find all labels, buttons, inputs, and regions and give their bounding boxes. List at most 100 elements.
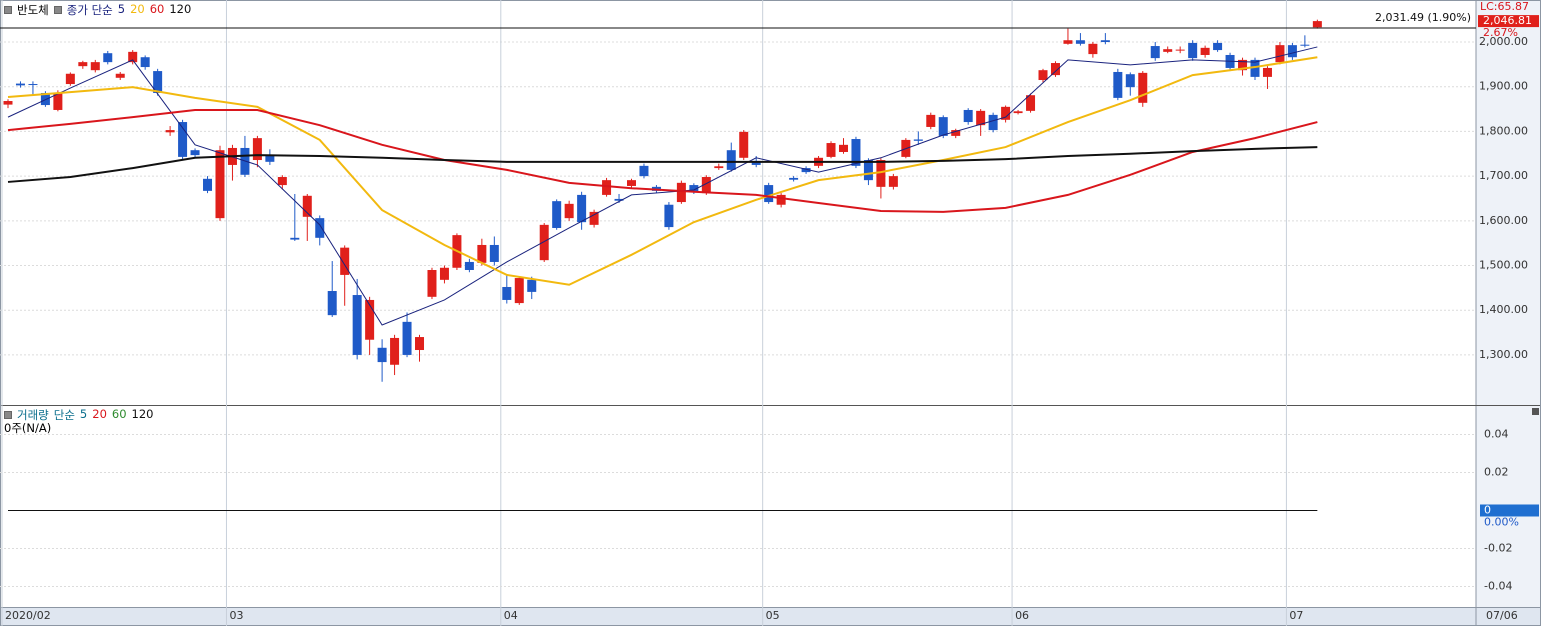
candle-body bbox=[402, 321, 412, 355]
last-price-label: 2,046.81 bbox=[1483, 14, 1532, 27]
candle-body bbox=[539, 224, 549, 261]
y-tick-label: 1,500.00 bbox=[1479, 259, 1528, 272]
candle-body bbox=[153, 71, 163, 93]
candle-body bbox=[701, 177, 711, 194]
x-tick-label: 05 bbox=[766, 609, 780, 622]
volume-legend: 거래량 단순 5 20 60 120 bbox=[4, 407, 153, 423]
y-tick-label: 0.04 bbox=[1484, 427, 1509, 440]
candle-body bbox=[963, 109, 973, 123]
change-label: 2.67% bbox=[1483, 26, 1518, 39]
candle-body bbox=[1113, 71, 1123, 98]
candle-body bbox=[90, 62, 100, 71]
candle-body bbox=[714, 166, 724, 169]
x-tick-label: 04 bbox=[504, 609, 518, 622]
candle-body bbox=[726, 150, 736, 170]
candle-body bbox=[851, 139, 861, 166]
candle-body bbox=[78, 62, 88, 67]
y-tick-label: 1,700.00 bbox=[1479, 169, 1528, 182]
legend-label: 종가 단순 bbox=[66, 3, 113, 17]
y-tick-label: 2,000.00 bbox=[1479, 35, 1528, 48]
candle-body bbox=[1050, 63, 1060, 76]
candle-body bbox=[1262, 67, 1272, 77]
candle-body bbox=[938, 117, 948, 136]
legend-item: 5 bbox=[117, 2, 126, 16]
candle-body bbox=[15, 83, 25, 86]
candle-body bbox=[689, 185, 699, 192]
lc-label: LC:65.87 bbox=[1480, 0, 1529, 13]
legend-label: 단순 bbox=[53, 408, 75, 422]
chart-title: 반도체 bbox=[17, 3, 49, 17]
candle-body bbox=[128, 51, 138, 63]
candle-body bbox=[876, 160, 886, 187]
candle-body bbox=[377, 347, 387, 363]
y-tick-label: 0.02 bbox=[1484, 465, 1509, 478]
icon bbox=[4, 411, 12, 419]
candle-body bbox=[203, 178, 213, 191]
volume-status: 0주(N/A) bbox=[4, 420, 51, 436]
candle-body bbox=[1188, 42, 1198, 59]
legend-item: 120 bbox=[169, 2, 192, 16]
candle-body bbox=[1088, 43, 1098, 55]
candle-body bbox=[178, 122, 188, 157]
ma-line bbox=[7, 146, 1318, 183]
candle-body bbox=[327, 291, 337, 316]
x-tick-label: 03 bbox=[229, 609, 243, 622]
candle-body bbox=[290, 237, 300, 240]
ma-line bbox=[7, 56, 1318, 286]
candle-body bbox=[277, 177, 287, 186]
candle-body bbox=[1125, 74, 1135, 88]
candle-body bbox=[1287, 45, 1297, 58]
legend-item: 5 bbox=[79, 407, 88, 421]
x-tick-label: 06 bbox=[1015, 609, 1029, 622]
candle-body bbox=[1038, 70, 1048, 81]
candle-body bbox=[913, 139, 923, 141]
legend-item: 60 bbox=[149, 2, 165, 16]
candle-body bbox=[3, 101, 13, 105]
icon bbox=[53, 6, 62, 14]
icon bbox=[4, 6, 12, 14]
time-axis-panel bbox=[0, 607, 1541, 626]
candle-body bbox=[464, 261, 474, 270]
candle-body bbox=[65, 73, 75, 85]
candle-body bbox=[639, 165, 649, 177]
candle-body bbox=[365, 299, 375, 340]
candle-body bbox=[477, 244, 487, 263]
candle-body bbox=[1250, 59, 1260, 77]
candle-body bbox=[53, 92, 63, 110]
candle-body bbox=[302, 195, 312, 217]
candle-body bbox=[115, 73, 125, 78]
candle-body bbox=[1312, 21, 1322, 28]
pane-title: 거래량 bbox=[17, 408, 49, 422]
candle-body bbox=[564, 203, 574, 219]
y-tick-label: -0.02 bbox=[1484, 541, 1512, 554]
candle-body bbox=[664, 204, 674, 228]
last-price-box bbox=[1478, 15, 1539, 28]
candle-body bbox=[140, 57, 150, 68]
candle-body bbox=[926, 114, 936, 127]
candle-body bbox=[252, 138, 262, 161]
candle-body bbox=[789, 177, 799, 180]
candle-body bbox=[427, 270, 437, 297]
candle-body bbox=[577, 194, 587, 223]
candle-body bbox=[1075, 40, 1085, 44]
candle-body bbox=[1138, 72, 1148, 103]
ma-line bbox=[7, 46, 1318, 326]
candle-body bbox=[838, 144, 848, 152]
candle-body bbox=[1013, 111, 1023, 114]
y-tick-label: 1,800.00 bbox=[1479, 124, 1528, 137]
candle-body bbox=[764, 185, 774, 203]
candle-body bbox=[103, 53, 113, 63]
legend: 단순 5 20 60 120 bbox=[54, 407, 154, 423]
candle-body bbox=[340, 247, 350, 275]
legend: 종가 단순 5 20 60 120 bbox=[67, 2, 192, 18]
candle-body bbox=[589, 211, 599, 225]
candle-body bbox=[988, 114, 998, 131]
pane-button[interactable] bbox=[1532, 408, 1539, 415]
price-legend: 반도체 종가 단순 5 20 60 120 bbox=[4, 2, 191, 18]
candle-body bbox=[1063, 40, 1073, 44]
candle-body bbox=[190, 150, 200, 156]
candle-body bbox=[552, 201, 562, 228]
candle-body bbox=[1238, 59, 1248, 71]
candle-body bbox=[514, 278, 524, 304]
